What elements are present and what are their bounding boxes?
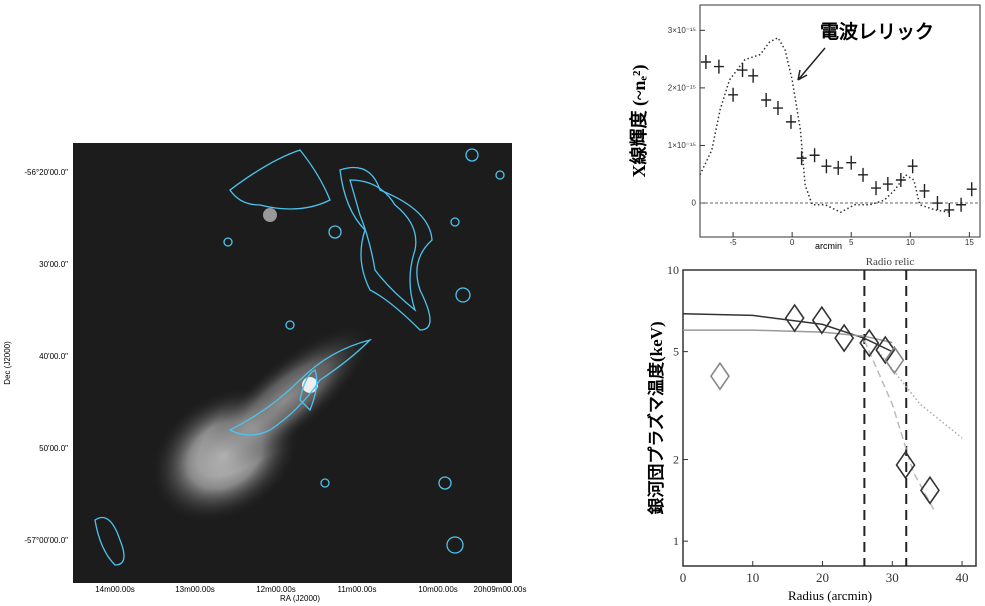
data-point xyxy=(871,181,881,195)
x-tick-label: 20 xyxy=(816,570,829,585)
x-tick-label: 13m00.00s xyxy=(175,585,215,594)
x-tick-label: 30 xyxy=(886,570,899,585)
data-point xyxy=(821,159,831,173)
data-point xyxy=(883,177,893,191)
data-point xyxy=(833,161,843,175)
y-tick-label: 30'00.0" xyxy=(39,260,68,269)
data-point xyxy=(846,156,856,170)
data-point xyxy=(701,55,711,69)
x-tick-label: 14m00.00s xyxy=(95,585,135,594)
y-tick-label: 50'00.0" xyxy=(39,444,68,453)
data-point xyxy=(956,198,966,212)
data-point xyxy=(932,196,942,210)
y-tick-label: 1 xyxy=(673,534,679,548)
x-tick-label: 10 xyxy=(746,570,759,585)
data-point xyxy=(761,93,771,107)
series-line xyxy=(878,352,962,438)
data-point xyxy=(773,101,783,115)
y-axis-title: X線輝度 (~nₑ²) xyxy=(628,65,650,178)
data-point xyxy=(896,173,906,187)
x-tick-label: 10 xyxy=(906,238,915,247)
data-point xyxy=(810,148,820,162)
figure: RA (J2000) Dec (J2000) 電波レリック Radio reli… xyxy=(0,0,985,606)
x-tick-label: 11m00.00s xyxy=(338,585,377,594)
y-tick-label: 0 xyxy=(692,199,697,208)
y-tick-label: 1×10⁻¹⁵ xyxy=(668,141,696,150)
y-tick-label: 5 xyxy=(673,345,679,359)
data-point xyxy=(967,182,977,196)
data-point xyxy=(797,151,807,165)
y-tick-label: -56°20'00.0" xyxy=(24,168,68,177)
x-axis-title: RA (J2000) xyxy=(280,594,320,603)
sky-image xyxy=(73,143,512,583)
data-point xyxy=(786,305,804,331)
data-point xyxy=(728,88,738,102)
caption: Radio relic xyxy=(866,256,915,268)
x-tick-label: 10m00.00s xyxy=(418,585,458,594)
data-point xyxy=(813,307,831,333)
x-tick-label: 5 xyxy=(849,238,854,247)
x-tick-label: 12m00.00s xyxy=(256,585,296,594)
data-point xyxy=(921,477,939,503)
x-tick-label: 15 xyxy=(965,238,974,247)
x-axis-title: arcmin xyxy=(815,241,842,251)
y-tick-label: 3×10⁻¹⁵ xyxy=(668,26,696,35)
x-tick-label: 20h09m00.00s xyxy=(474,585,527,594)
data-point xyxy=(738,63,748,77)
x-axis-title: Radius (arcmin) xyxy=(788,588,872,603)
series-line xyxy=(700,38,950,212)
data-point xyxy=(944,203,954,217)
data-point xyxy=(908,159,918,173)
y-tick-label: 2 xyxy=(673,453,679,467)
data-point xyxy=(919,184,929,198)
data-point xyxy=(714,60,724,74)
series-line xyxy=(683,314,892,352)
x-tick-label: 0 xyxy=(680,570,687,585)
data-point xyxy=(786,115,796,129)
x-tick-label: 40 xyxy=(956,570,969,585)
point-source xyxy=(263,208,277,222)
x-tick-label: 0 xyxy=(790,238,795,247)
y-axis-title: 銀河団プラズマ温度(keV) xyxy=(646,321,666,514)
y-tick-label: 10 xyxy=(667,263,679,277)
data-point xyxy=(711,363,729,389)
y-tick-label: -57°00'00.0" xyxy=(24,536,68,545)
data-point xyxy=(748,69,758,83)
x-tick-label: -5 xyxy=(730,238,738,247)
data-point xyxy=(858,168,868,182)
annotation: 電波レリック xyxy=(820,20,934,43)
annotation-arrow xyxy=(798,48,825,80)
y-tick-label: 2×10⁻¹⁵ xyxy=(668,84,696,93)
y-tick-label: 40'00.0" xyxy=(39,352,68,361)
y-axis-title: Dec (J2000) xyxy=(3,341,12,385)
